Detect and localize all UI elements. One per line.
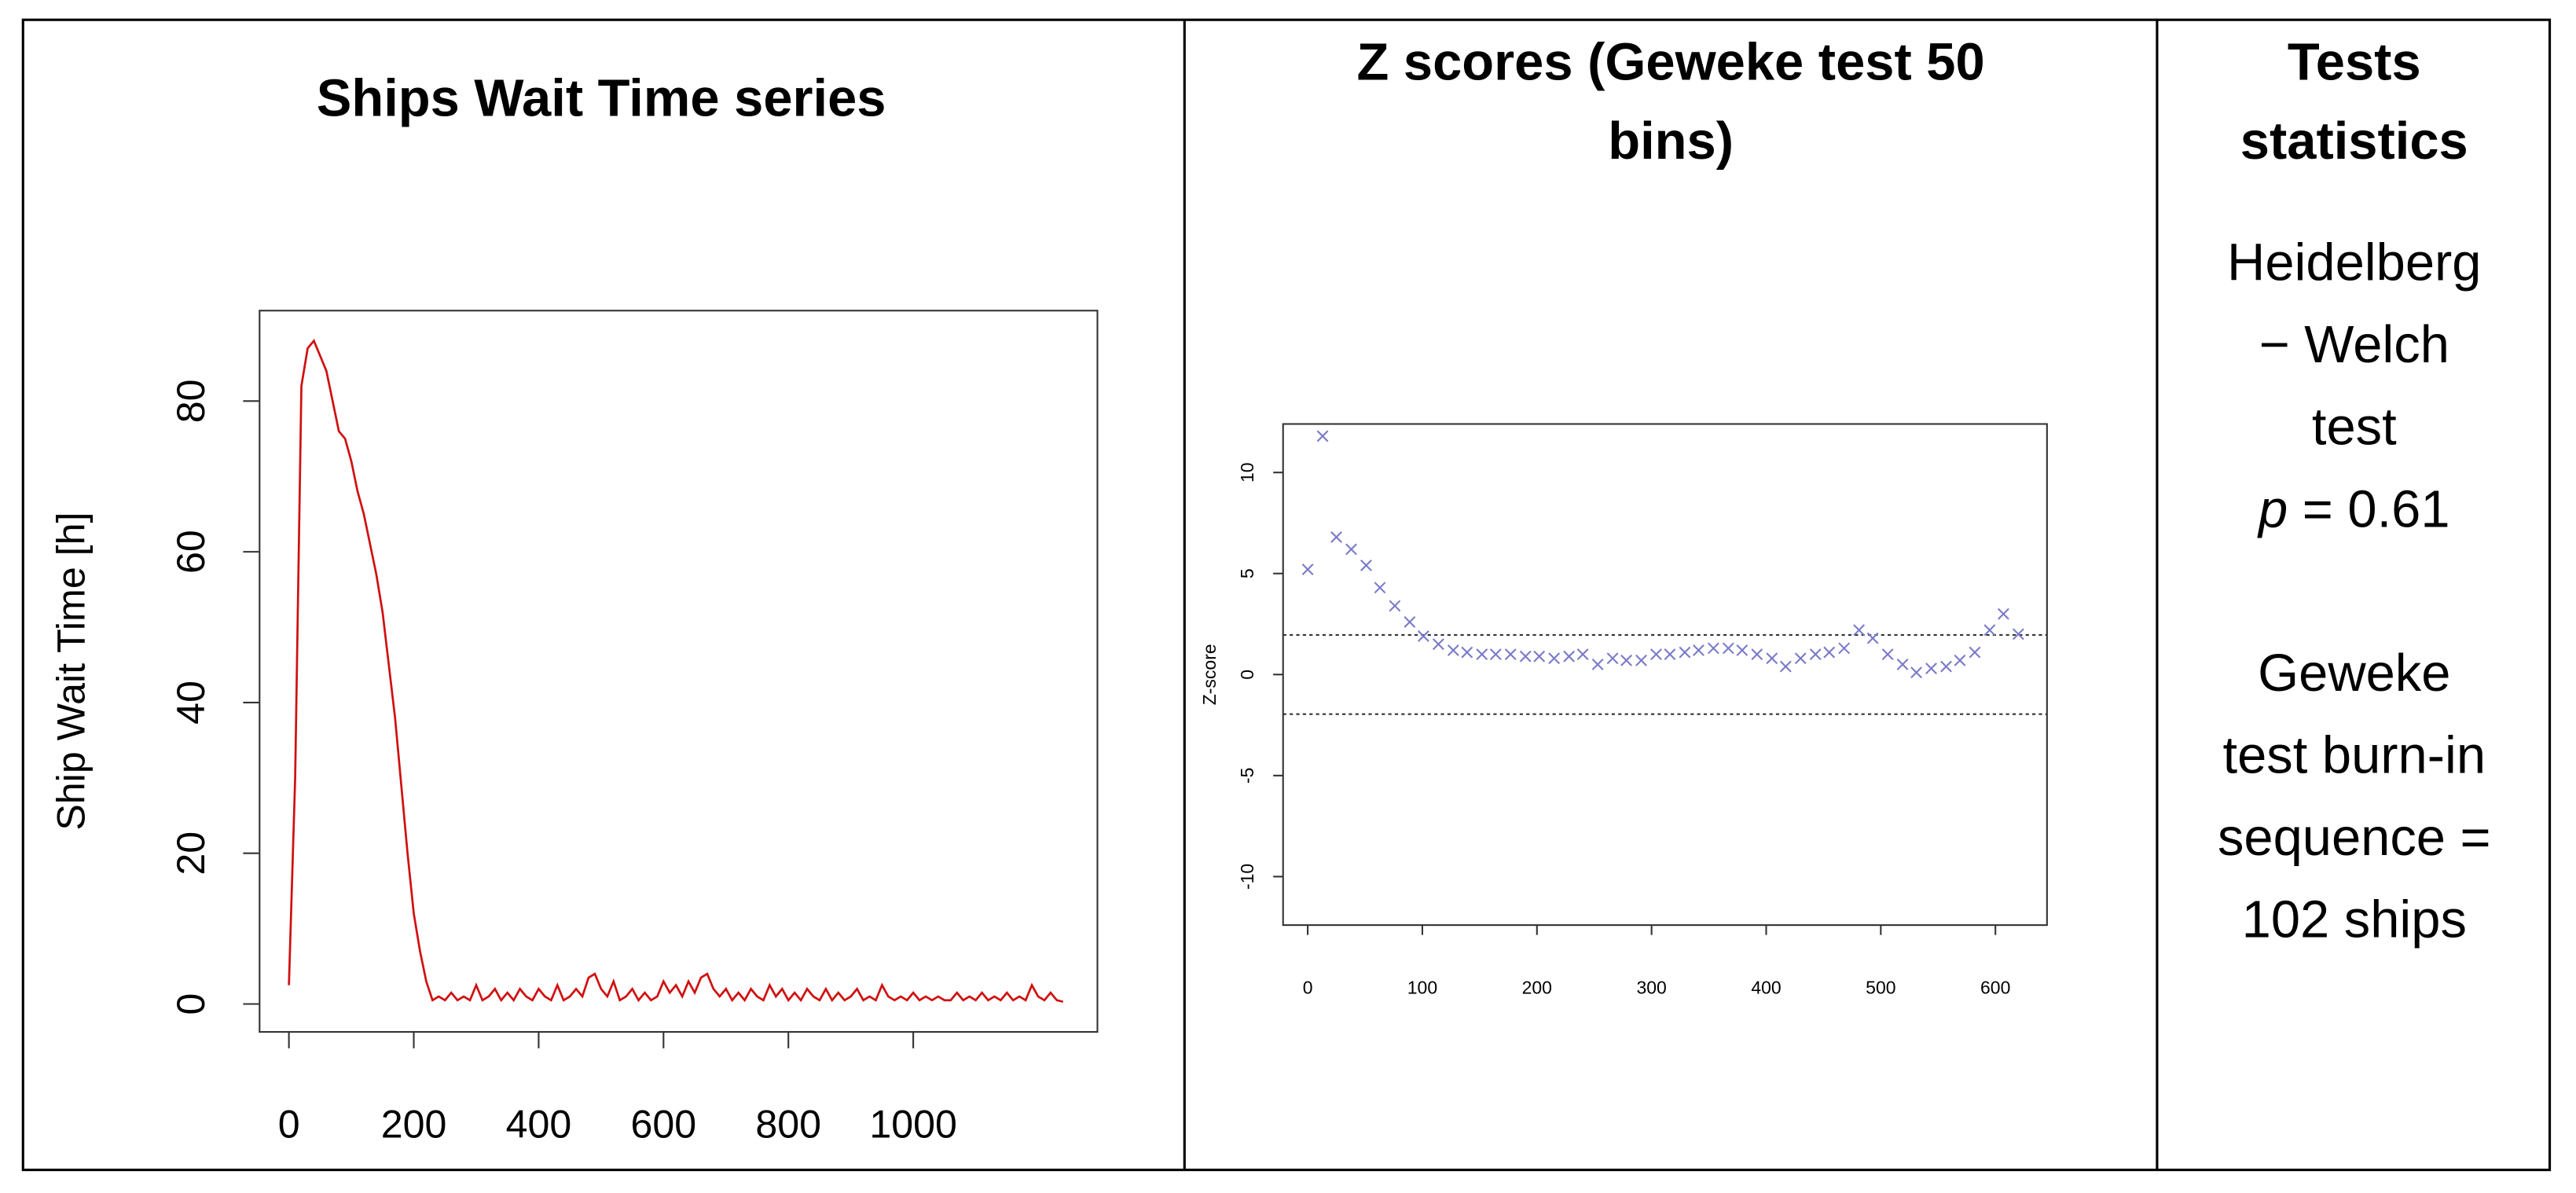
y-tick-label: 20: [169, 831, 213, 875]
stat-variable: p: [2257, 479, 2288, 538]
data-point: [1461, 646, 1473, 659]
data-point: [1940, 660, 1952, 673]
data-point: [1896, 659, 1909, 670]
stat-text: test: [2312, 398, 2397, 457]
x-tick-label: 600: [630, 1103, 696, 1147]
y-tick-label: 60: [169, 530, 213, 574]
y-tick-label: 0: [169, 993, 213, 1015]
data-point: [1722, 642, 1734, 655]
data-point: [1432, 638, 1444, 651]
x-tick-label: 0: [278, 1103, 300, 1147]
data-point: [1866, 632, 1879, 644]
y-tick-label: 5: [1237, 568, 1257, 578]
x-tick-label: 100: [1407, 978, 1437, 998]
data-point: [1576, 648, 1589, 661]
x-tick-label: 1000: [869, 1103, 957, 1147]
stat-text: 102 ships: [2242, 890, 2467, 949]
x-tick-label: 500: [1866, 978, 1895, 998]
data-point: [1330, 531, 1342, 543]
y-tick-label: -10: [1237, 864, 1257, 890]
y-tick-label: 0: [1237, 670, 1257, 680]
data-point: [1404, 616, 1416, 628]
data-point: [1417, 630, 1429, 642]
data-point: [1606, 652, 1619, 665]
data-point: [1664, 648, 1676, 661]
plot-frame: [1282, 423, 2048, 927]
stat-text: Heidelberg: [2227, 233, 2481, 292]
data-point: [1997, 608, 2009, 620]
y-tick-label: 80: [169, 379, 213, 423]
data-point: [1591, 659, 1604, 670]
data-point: [1563, 650, 1576, 663]
data-point: [1360, 560, 1372, 571]
data-point: [1707, 642, 1719, 655]
data-point: [1823, 646, 1836, 659]
data-point: [1736, 644, 1749, 656]
y-tick-label: 40: [169, 681, 213, 725]
x-tick-label: 800: [755, 1103, 821, 1147]
y-tick-label: -5: [1237, 768, 1257, 784]
y-axis-label: Z-score: [1199, 644, 1220, 705]
data-point: [1779, 660, 1792, 673]
x-tick-label: 600: [1980, 978, 2010, 998]
data-line: [288, 338, 1064, 1003]
data-point: [1853, 624, 1866, 637]
stat-value: = 0.61: [2288, 479, 2449, 538]
data-point: [1794, 652, 1807, 665]
column-header: Z scores (Geweke test 50: [1356, 32, 1984, 91]
data-point: [1316, 430, 1329, 442]
data-point: [1881, 648, 1894, 661]
data-point: [1838, 642, 1851, 655]
x-tick-label: 400: [1751, 978, 1781, 998]
data-point: [1447, 644, 1459, 656]
data-point: [1679, 646, 1691, 659]
stat-text: p = 0.61: [2257, 479, 2450, 538]
data-point: [1476, 648, 1488, 661]
data-point: [1301, 563, 1314, 576]
data-point: [1650, 648, 1662, 661]
data-point: [1766, 652, 1778, 665]
column-header: statistics: [2240, 112, 2468, 171]
column-header: Ships Wait Time series: [317, 68, 886, 127]
data-point: [1345, 543, 1357, 556]
table-border: [21, 18, 2552, 1172]
data-point: [2012, 628, 2024, 641]
data-point: [1389, 600, 1401, 612]
x-tick-label: 200: [1522, 978, 1552, 998]
data-point: [1533, 650, 1546, 663]
x-tick-label: 0: [1303, 978, 1313, 998]
stat-text: − Welch: [2259, 315, 2449, 374]
data-point: [1620, 654, 1632, 666]
data-point: [1374, 582, 1386, 594]
data-point: [1925, 663, 1937, 675]
stat-text: sequence =: [2218, 808, 2491, 867]
data-point: [1489, 648, 1502, 661]
x-tick-label: 300: [1636, 978, 1666, 998]
data-point: [1635, 654, 1647, 666]
plot-frame: [259, 310, 1099, 1033]
stat-text: Geweke: [2258, 644, 2450, 703]
column-header: Tests: [2288, 32, 2421, 91]
data-point: [1910, 666, 1923, 679]
data-point: [1548, 652, 1561, 665]
data-point: [1809, 648, 1822, 661]
y-axis-label: Ship Wait Time [h]: [49, 512, 93, 831]
data-point: [1504, 648, 1517, 661]
column-header: bins): [1608, 112, 1734, 171]
data-point: [1751, 648, 1763, 661]
data-point: [1693, 644, 1704, 656]
stat-text: test burn-in: [2223, 726, 2486, 785]
x-tick-label: 400: [506, 1103, 572, 1147]
data-point: [1969, 646, 1981, 659]
data-point: [1519, 650, 1532, 663]
x-tick-label: 200: [381, 1103, 447, 1147]
data-point: [1954, 654, 1966, 666]
data-point: [1983, 624, 1996, 637]
y-tick-label: 10: [1237, 462, 1257, 483]
